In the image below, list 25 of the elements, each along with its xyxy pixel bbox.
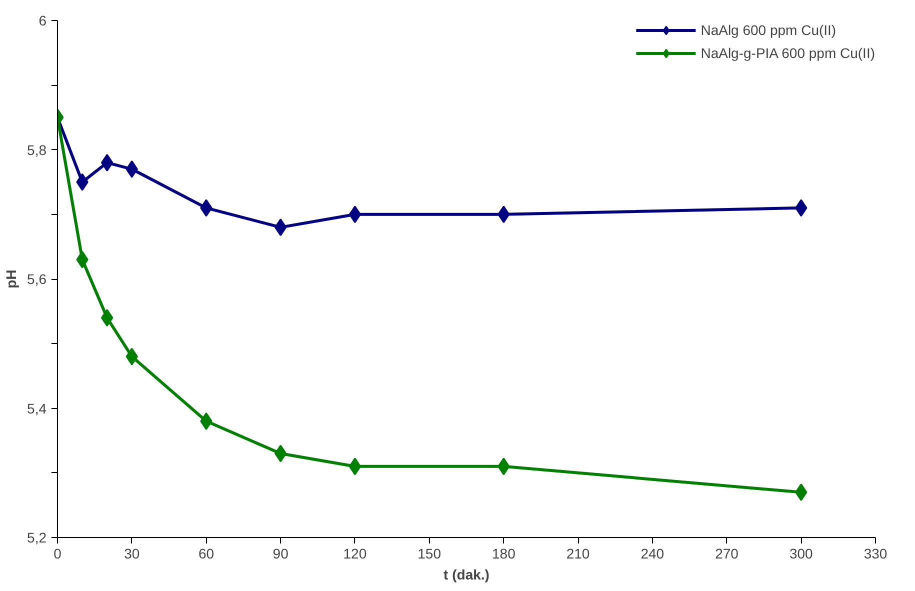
x-tick-label: 270 xyxy=(715,546,739,562)
x-tick-label: 330 xyxy=(864,546,888,562)
x-tick-label: 30 xyxy=(124,546,140,562)
x-tick-label: 0 xyxy=(54,546,62,562)
x-axis-title: t (dak.) xyxy=(444,566,490,582)
y-tick-label: 6 xyxy=(38,12,47,28)
x-tick-label: 180 xyxy=(492,546,516,562)
x-tick-label: 210 xyxy=(566,546,590,562)
point xyxy=(100,309,114,327)
point xyxy=(348,206,362,224)
y-tick-label: 5,6 xyxy=(27,271,47,287)
x-tick-label: 150 xyxy=(418,546,442,562)
x-tick-label: 60 xyxy=(198,546,214,562)
y-tick-label: 5,2 xyxy=(27,530,47,546)
x-tick-label: 90 xyxy=(272,546,289,562)
y-axis-title: pH xyxy=(3,270,20,288)
point xyxy=(348,458,362,476)
y-tick-label: 5,8 xyxy=(27,142,47,158)
legend-label: NaAlg 600 ppm Cu(II) xyxy=(700,22,836,38)
legend-label: NaAlg-g-PIA 600 ppm Cu(II) xyxy=(700,45,875,61)
point xyxy=(100,154,114,172)
x-tick-label: 300 xyxy=(789,546,814,562)
y-tick-label: 5,4 xyxy=(27,400,47,416)
x-tick-label: 120 xyxy=(343,546,367,562)
x-tick-label: 240 xyxy=(640,546,664,562)
